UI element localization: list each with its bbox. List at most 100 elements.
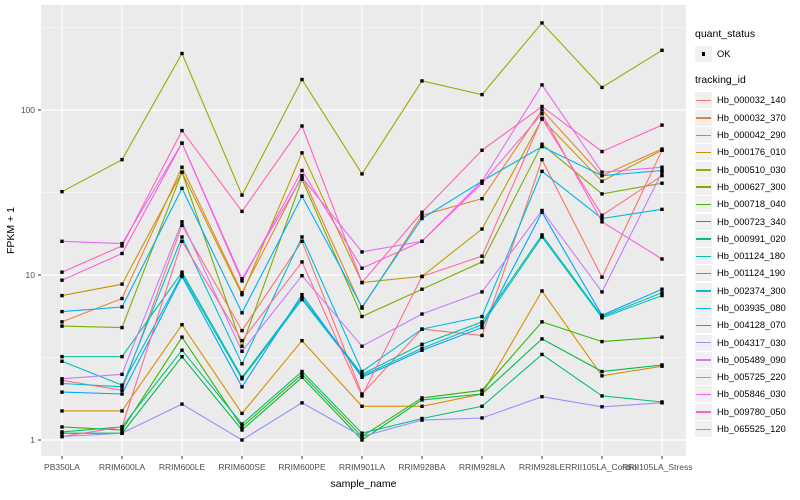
data-point <box>600 313 604 317</box>
data-point <box>180 165 184 169</box>
legend-entry-Hb_000991_020: Hb_000991_020 <box>695 230 800 247</box>
data-point <box>660 123 664 127</box>
data-point <box>120 296 124 301</box>
ok-marker-icon <box>695 46 712 63</box>
legend-entries: Hb_000032_140 Hb_000032_370 Hb_000042_290 H… <box>692 92 800 438</box>
data-point <box>360 375 364 379</box>
legend-entry-label: Hb_005489_090 <box>717 354 786 365</box>
data-point <box>480 148 484 152</box>
legend-entry-Hb_000042_290: Hb_000042_290 <box>695 127 800 144</box>
data-point <box>420 398 424 402</box>
data-point <box>480 314 484 319</box>
data-point <box>360 438 364 442</box>
data-point <box>60 359 64 363</box>
data-point <box>540 394 544 399</box>
x-tick-label: RRIM928BA <box>398 462 446 472</box>
legend-entry-label: Hb_005725_220 <box>717 372 786 383</box>
data-point <box>420 216 424 221</box>
data-point <box>240 385 244 389</box>
data-point <box>300 338 304 343</box>
data-point <box>600 290 604 294</box>
data-point <box>420 312 424 316</box>
data-point <box>180 170 184 174</box>
data-point <box>240 411 244 416</box>
legend-entry-label: Hb_009780_050 <box>717 406 786 417</box>
data-point <box>600 149 604 154</box>
data-point <box>660 401 664 405</box>
data-point <box>240 209 244 214</box>
data-point <box>120 244 124 248</box>
legend: quant_status OK tracking_id Hb_000032_14… <box>692 0 800 500</box>
data-point <box>360 172 364 176</box>
data-point <box>420 348 424 352</box>
legend-entry-label: Hb_004317_030 <box>717 337 786 348</box>
data-point <box>180 235 184 239</box>
data-point <box>180 128 184 133</box>
data-point <box>420 346 424 350</box>
legend-key-line-icon <box>695 317 712 334</box>
plot-svg: 100 10 1 PB350LA RRIM600LA RRIM600LE RRIM600SE… <box>5 5 692 490</box>
data-point <box>120 385 124 389</box>
data-point <box>600 374 604 378</box>
data-point <box>120 354 124 359</box>
data-point <box>240 425 244 429</box>
legend-key-line-icon <box>695 265 712 282</box>
data-point <box>660 293 664 298</box>
x-tick-label: RRIM600SE <box>218 462 266 472</box>
data-point <box>480 416 484 420</box>
data-point <box>480 92 484 97</box>
data-point <box>120 372 124 377</box>
data-point <box>540 289 544 293</box>
data-point <box>660 335 664 339</box>
data-point <box>60 377 64 381</box>
data-point <box>600 179 604 183</box>
data-point <box>480 181 484 185</box>
data-point <box>360 434 364 439</box>
data-point <box>180 223 184 228</box>
data-point <box>480 388 484 393</box>
data-point <box>240 422 244 426</box>
legend-key-line-icon <box>695 369 712 386</box>
legend-entry-Hb_000627_300: Hb_000627_300 <box>695 178 800 195</box>
legend-entry-Hb_000176_010: Hb_000176_010 <box>695 144 800 161</box>
legend-key-line-icon <box>695 213 712 230</box>
legend-key-line-icon <box>695 161 712 178</box>
legend-entry-label: Hb_000032_140 <box>717 95 786 106</box>
data-point <box>420 79 424 83</box>
data-point <box>360 305 364 309</box>
data-point <box>300 173 304 178</box>
data-point <box>540 169 544 174</box>
data-point <box>660 48 664 53</box>
data-point <box>480 227 484 231</box>
data-point <box>540 83 544 87</box>
legend-key-line-icon <box>695 351 712 368</box>
data-point <box>420 404 424 409</box>
legend-key-line-icon <box>695 421 712 438</box>
data-point <box>600 275 604 279</box>
data-point <box>360 404 364 409</box>
data-point <box>240 344 244 348</box>
legend-entry-label: Hb_000718_040 <box>717 199 786 210</box>
data-point <box>60 430 64 434</box>
data-point <box>300 375 304 379</box>
data-point <box>240 438 244 442</box>
data-point <box>540 208 544 213</box>
legend-entry-label: Hb_000991_020 <box>717 233 786 244</box>
data-point <box>180 335 184 339</box>
y-tick-label: 100 <box>21 105 35 115</box>
data-point <box>120 409 124 413</box>
data-point <box>480 290 484 294</box>
legend-entry-Hb_005846_030: Hb_005846_030 <box>695 386 800 403</box>
data-point <box>660 165 664 169</box>
data-point <box>300 295 304 300</box>
data-point <box>240 362 244 366</box>
legend-key-line-icon <box>695 92 712 109</box>
data-point <box>300 274 304 278</box>
data-point <box>300 372 304 377</box>
data-point <box>240 292 244 297</box>
legend-entry-Hb_065525_120: Hb_065525_120 <box>695 421 800 438</box>
legend-entry-label: Hb_003935_080 <box>717 303 786 313</box>
data-point <box>60 270 64 274</box>
data-point <box>180 239 184 244</box>
data-point <box>480 179 484 183</box>
